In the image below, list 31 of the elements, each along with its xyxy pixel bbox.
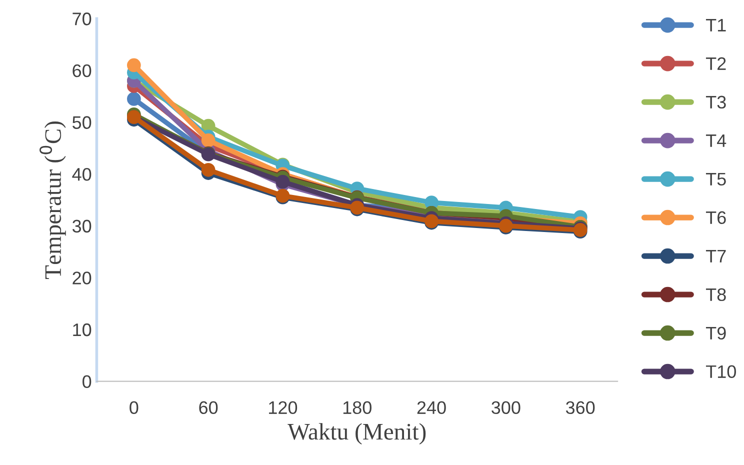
y-tick-label: 10: [73, 323, 92, 336]
y-tick-label: 40: [72, 168, 92, 181]
y-tick-label: 50: [72, 116, 92, 129]
point: [126, 92, 141, 106]
x-tick-label: 240: [417, 401, 446, 414]
legend-label: T4: [706, 134, 726, 147]
x-tick-label: 300: [492, 401, 520, 414]
legend-label: T9: [706, 326, 726, 340]
y-axis-title: Temperatur ($^{0}$C): [40, 122, 66, 279]
y-tick-label: 60: [72, 64, 92, 78]
x-axis-title: Waktu (Menit): [288, 423, 426, 445]
legend-label: T1: [706, 18, 726, 32]
x-tick-label: 360: [566, 401, 595, 414]
legend-label: T10: [706, 365, 736, 378]
point: [126, 58, 141, 72]
y-tick-label: 20: [72, 272, 92, 284]
y-tick-label: 0: [82, 375, 92, 388]
point: [201, 162, 216, 177]
legend-label: T3: [706, 96, 726, 109]
legend-label: T6: [706, 211, 726, 224]
y-tick-label: 30: [72, 220, 92, 233]
legend-label: T5: [706, 172, 726, 186]
legend-label: T8: [706, 288, 726, 302]
legend-label: T2: [706, 57, 726, 70]
x-tick-label: 60: [199, 401, 218, 414]
x-tick-label: 0: [130, 401, 138, 414]
x-tick-label: 180: [343, 401, 372, 414]
point: [201, 133, 216, 148]
y-tick-label: 70: [72, 12, 92, 26]
x-tick-label: 120: [269, 401, 298, 414]
legend-label: T7: [706, 250, 726, 262]
